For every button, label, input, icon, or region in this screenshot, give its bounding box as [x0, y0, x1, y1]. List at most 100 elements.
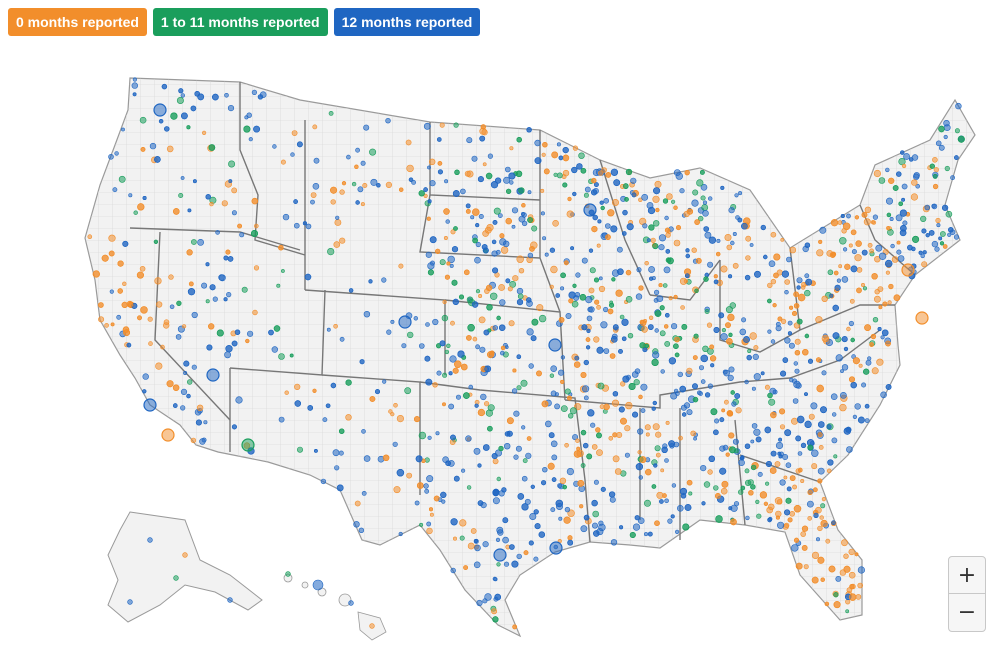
location-dot[interactable] — [592, 214, 598, 221]
location-dot[interactable] — [594, 182, 599, 187]
location-dot[interactable] — [851, 249, 857, 255]
location-dot[interactable] — [630, 177, 637, 184]
location-dot[interactable] — [479, 346, 486, 353]
location-dot[interactable] — [631, 192, 637, 198]
location-dot[interactable] — [740, 485, 746, 491]
location-dot[interactable] — [278, 353, 285, 360]
location-dot[interactable] — [354, 164, 359, 170]
location-dot[interactable] — [474, 256, 481, 264]
location-dot[interactable] — [653, 289, 660, 296]
location-dot[interactable] — [98, 316, 105, 323]
location-dot[interactable] — [885, 270, 891, 275]
location-dot[interactable] — [444, 349, 450, 355]
location-dot[interactable] — [804, 289, 811, 297]
location-dot[interactable] — [140, 146, 146, 152]
location-dot[interactable] — [325, 403, 331, 409]
location-dot[interactable] — [511, 388, 518, 394]
location-dot[interactable] — [829, 293, 834, 298]
location-dot[interactable] — [522, 458, 528, 464]
location-dot[interactable] — [848, 376, 855, 383]
location-dot[interactable] — [675, 172, 683, 180]
location-dot[interactable] — [682, 523, 690, 531]
location-dot[interactable] — [641, 326, 648, 333]
location-dot[interactable] — [248, 137, 253, 142]
location-dot[interactable] — [512, 624, 518, 630]
location-dot[interactable] — [276, 283, 281, 288]
location-dot[interactable] — [201, 437, 207, 443]
location-dot[interactable] — [838, 264, 843, 269]
location-dot[interactable] — [737, 489, 744, 495]
location-dot[interactable] — [470, 528, 477, 534]
location-dot[interactable] — [551, 454, 558, 461]
location-dot[interactable] — [509, 180, 514, 185]
location-dot[interactable] — [498, 445, 504, 452]
location-dot[interactable] — [127, 599, 133, 605]
location-dot[interactable] — [797, 467, 803, 473]
location-dot[interactable] — [549, 284, 554, 290]
location-dot[interactable] — [560, 355, 566, 360]
location-dot[interactable] — [595, 427, 601, 433]
location-dot[interactable] — [655, 452, 661, 458]
location-dot[interactable] — [779, 479, 786, 486]
location-dot[interactable] — [540, 188, 545, 193]
location-dot[interactable] — [848, 243, 853, 248]
location-dot[interactable] — [334, 219, 342, 226]
location-dot[interactable] — [390, 412, 395, 417]
location-dot[interactable] — [206, 344, 213, 351]
location-dot[interactable] — [805, 278, 813, 286]
location-dot[interactable] — [466, 485, 472, 490]
location-dot[interactable] — [787, 320, 793, 326]
location-dot[interactable] — [874, 295, 881, 303]
location-dot[interactable] — [550, 440, 558, 448]
location-dot[interactable] — [737, 217, 743, 223]
location-dot[interactable] — [334, 465, 340, 471]
location-dot[interactable] — [645, 432, 650, 437]
location-dot[interactable] — [654, 328, 659, 333]
location-dot[interactable] — [574, 355, 580, 361]
location-dot[interactable] — [692, 383, 698, 390]
location-dot[interactable] — [787, 517, 793, 523]
location-dot[interactable] — [534, 523, 541, 530]
location-dot[interactable] — [278, 245, 284, 251]
location-dot[interactable] — [596, 449, 603, 456]
location-dot[interactable] — [864, 418, 870, 423]
metro-dot[interactable] — [143, 398, 157, 412]
location-dot[interactable] — [506, 417, 514, 425]
location-dot[interactable] — [173, 403, 178, 408]
location-dot[interactable] — [663, 266, 671, 274]
location-dot[interactable] — [393, 486, 401, 494]
location-dot[interactable] — [715, 492, 721, 499]
location-dot[interactable] — [583, 359, 589, 366]
location-dot[interactable] — [405, 139, 412, 146]
location-dot[interactable] — [453, 226, 458, 231]
location-dot[interactable] — [625, 269, 632, 276]
location-dot[interactable] — [637, 517, 645, 525]
location-dot[interactable] — [137, 203, 145, 211]
location-dot[interactable] — [463, 565, 468, 570]
location-dot[interactable] — [845, 609, 850, 614]
location-dot[interactable] — [424, 355, 431, 362]
location-dot[interactable] — [516, 137, 522, 143]
location-dot[interactable] — [550, 265, 558, 274]
location-dot[interactable] — [897, 255, 905, 262]
location-dot[interactable] — [817, 467, 825, 475]
location-dot[interactable] — [616, 431, 623, 438]
location-dot[interactable] — [676, 504, 684, 512]
location-dot[interactable] — [558, 317, 565, 323]
location-dot[interactable] — [190, 105, 197, 112]
location-dot[interactable] — [637, 428, 644, 435]
location-dot[interactable] — [796, 285, 801, 290]
location-dot[interactable] — [142, 196, 147, 201]
location-dot[interactable] — [497, 213, 503, 218]
location-dot[interactable] — [625, 295, 633, 303]
location-dot[interactable] — [640, 383, 648, 391]
location-dot[interactable] — [526, 297, 532, 303]
location-dot[interactable] — [786, 256, 792, 263]
location-dot[interactable] — [793, 505, 802, 513]
location-dot[interactable] — [811, 449, 819, 457]
location-dot[interactable] — [804, 273, 810, 279]
location-dot[interactable] — [586, 315, 593, 322]
location-dot[interactable] — [769, 387, 777, 395]
location-dot[interactable] — [567, 196, 572, 202]
location-dot[interactable] — [338, 450, 344, 456]
